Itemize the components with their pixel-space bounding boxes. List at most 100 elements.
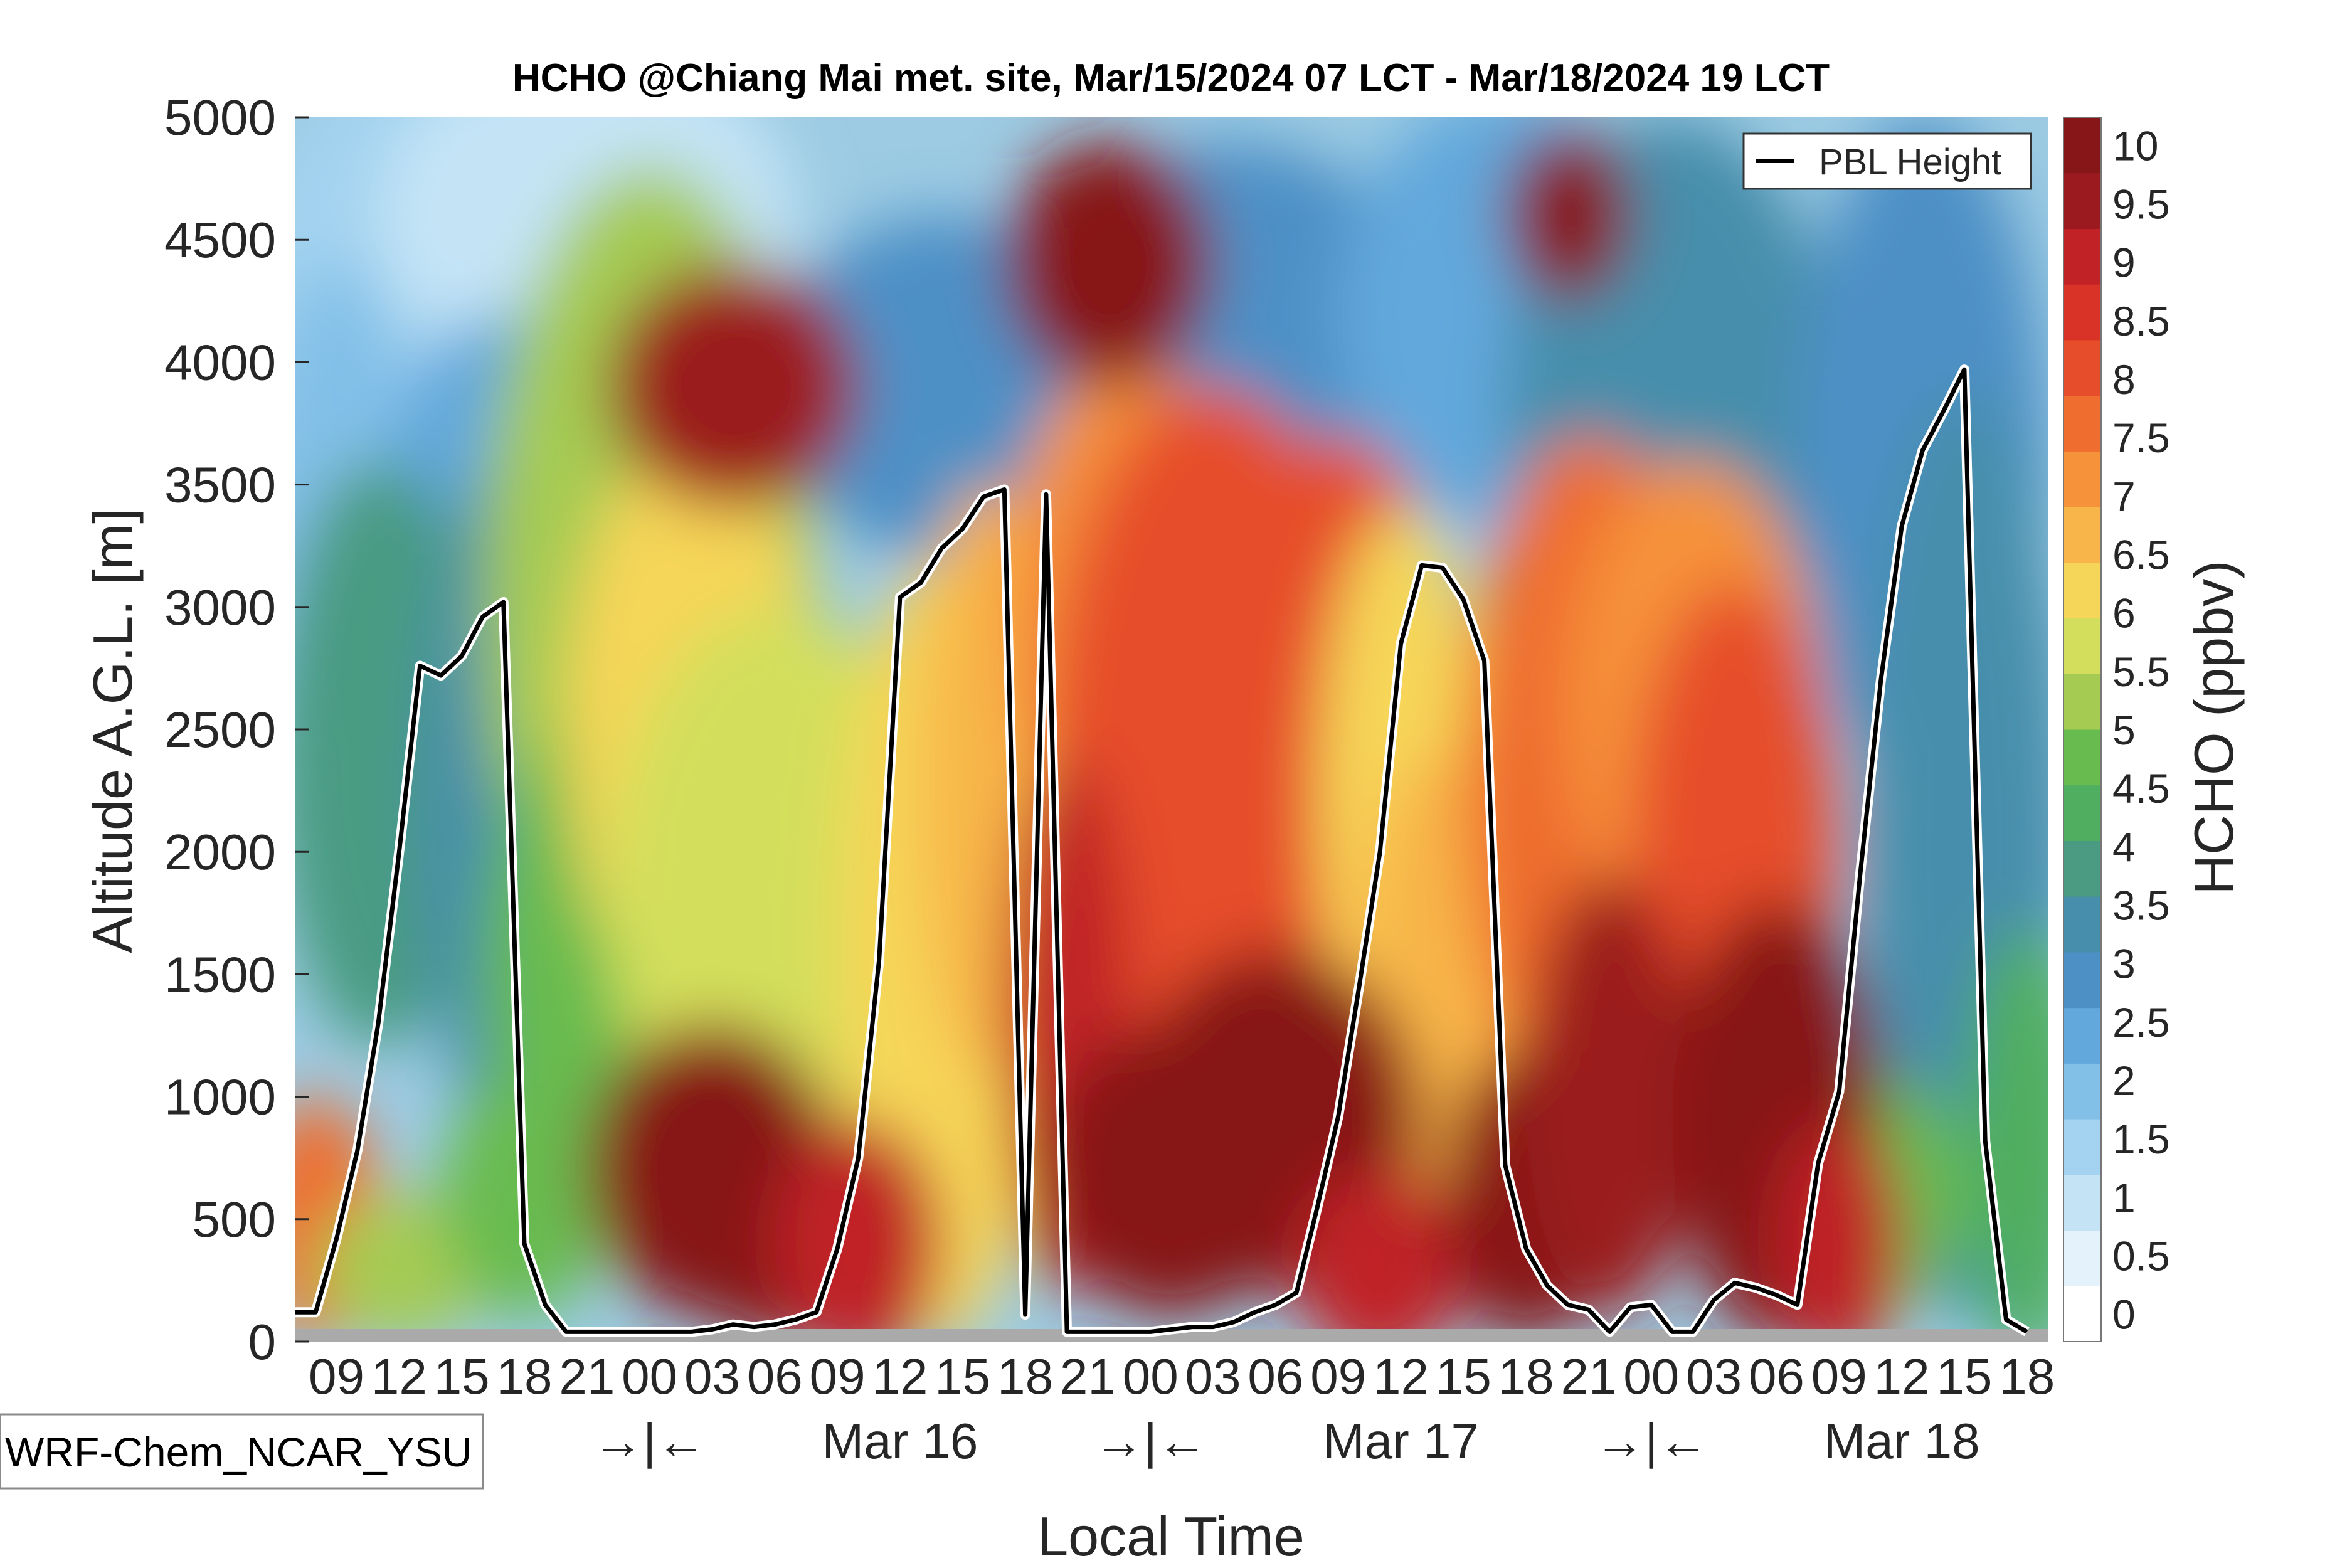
x-tick-label: 09 [309,1348,364,1404]
colorbar-frame [2063,117,2102,1342]
colorbar-tick-label: 8.5 [2112,298,2170,344]
y-tick-label: 500 [193,1192,276,1248]
x-axis: 09 12 15 18 21 00 03 06 09 12 15 18 21 00 03 06 09 12 15 18… [309,1348,2055,1404]
plot-area [295,117,2048,1342]
colorbar-segment [2063,840,2101,897]
x-tick-label: 15 [434,1348,490,1404]
hcho-region-42 [1526,876,1693,1317]
day-marker-label: →|← [593,1413,706,1469]
colorbar-segment [2063,785,2101,841]
colorbar-tick-label: 4 [2112,824,2136,870]
colorbar-segment [2063,339,2101,396]
colorbar: 0 0.5 1 1.5 2 2.5 3 3.5 4 4.5 5 5.5 6 6.5 7 7.5 8 8.5 9 9.5… [2063,117,2170,1342]
colorbar-segment [2063,1230,2101,1286]
x-axis-title: Local Time [1037,1505,1305,1567]
colorbar-tick-label: 8 [2112,356,2136,403]
day-marker-label: Mar 18 [1824,1413,1980,1469]
colorbar-tick-label: 6 [2112,590,2136,637]
day-marker-label: Mar 17 [1323,1413,1479,1469]
colorbar-segment [2063,507,2101,563]
colorbar-segment [2063,1007,2101,1064]
colorbar-segment [2063,729,2101,786]
day-markers: →|← Mar 16 →|← Mar 17 →|← Mar 18 [593,1413,1979,1469]
y-tick-label: 2000 [164,824,276,880]
x-tick-label: 00 [1123,1348,1179,1404]
colorbar-segment [2063,451,2101,507]
x-tick-label: 03 [684,1348,740,1404]
y-tick-label: 5000 [164,90,276,146]
colorbar-segment [2063,395,2101,452]
colorbar-title: HCHO (ppbv) [2183,561,2245,895]
chart-title: HCHO @Chiang Mai met. site, Mar/15/2024 … [512,56,1830,100]
x-tick-label: 00 [622,1348,677,1404]
colorbar-segment [2063,172,2101,229]
x-tick-label: 21 [1060,1348,1116,1404]
colorbar-segment [2063,1119,2101,1175]
y-tick-label: 3500 [164,457,276,513]
x-tick-label: 18 [1498,1348,1554,1404]
x-tick-label: 12 [872,1348,928,1404]
x-tick-label: 18 [1999,1348,2055,1404]
x-tick-label: 06 [1248,1348,1303,1404]
day-marker-label: →|← [1594,1413,1708,1469]
colorbar-tick-label: 5 [2112,707,2136,753]
day-marker-label: Mar 16 [822,1413,978,1469]
x-tick-label: 15 [1436,1348,1491,1404]
colorbar-tick-label: 10 [2112,122,2158,169]
hcho-region-29 [315,1194,483,1342]
x-tick-label: 06 [747,1348,803,1404]
colorbar-segment [2063,1063,2101,1120]
y-tick-label: 2500 [164,702,276,758]
colorbar-segment [2063,951,2101,1009]
colorbar-tick-label: 1.5 [2112,1116,2170,1162]
colorbar-segment [2063,284,2101,341]
colorbar-segment [2063,1286,2101,1342]
colorbar-tick-label: 4.5 [2112,765,2170,812]
colorbar-tick-label: 7 [2112,473,2136,519]
y-tick-label: 4000 [164,334,276,390]
y-axis-title: Altitude A.G.L. [m] [82,508,144,953]
x-tick-label: 21 [559,1348,615,1404]
x-tick-label: 03 [1185,1348,1241,1404]
hcho-field [295,117,2048,1342]
hcho-region-40 [1296,1170,1464,1342]
colorbar-tick-label: 1 [2112,1174,2136,1221]
colorbar-segment [2063,562,2101,619]
x-tick-label: 09 [1811,1348,1867,1404]
y-tick-label: 1500 [164,946,276,1002]
colorbar-tick-label: 5.5 [2112,649,2170,695]
colorbar-tick-label: 9 [2112,240,2136,286]
x-tick-label: 09 [1310,1348,1366,1404]
colorbar-segment [2063,228,2101,285]
x-tick-label: 21 [1560,1348,1616,1404]
colorbar-segment [2063,674,2101,730]
colorbar-segment [2063,1174,2101,1231]
colorbar-tick-label: 2 [2112,1057,2136,1104]
y-tick-label: 0 [248,1314,277,1370]
x-tick-label: 18 [997,1348,1053,1404]
x-tick-label: 12 [1373,1348,1429,1404]
x-tick-label: 12 [1874,1348,1930,1404]
y-tick-label: 1000 [164,1069,276,1125]
colorbar-tick-label: 0.5 [2112,1232,2170,1279]
x-tick-label: 15 [935,1348,990,1404]
x-tick-label: 00 [1623,1348,1679,1404]
hcho-region-44 [1776,1121,1902,1342]
y-axis: 0 500 1000 1500 2000 2500 3000 3500 4000 4500 5000 [164,90,309,1370]
x-tick-label: 09 [810,1348,866,1404]
x-tick-label: 03 [1686,1348,1742,1404]
x-tick-label: 18 [497,1348,553,1404]
colorbar-segment [2063,896,2101,953]
colorbar-segment [2063,117,2101,174]
model-label: WRF-Chem_NCAR_YSU [5,1429,472,1475]
colorbar-tick-label: 6.5 [2112,532,2170,578]
day-marker-label: →|← [1094,1413,1207,1469]
y-tick-label: 4500 [164,212,276,268]
colorbar-segment [2063,618,2101,674]
hcho-region-33 [1505,129,1631,301]
hcho-region-31 [608,264,859,509]
hcho-region-32 [1004,142,1214,387]
legend-label: PBL Height [1819,142,2001,183]
y-tick-label: 3000 [164,580,276,635]
